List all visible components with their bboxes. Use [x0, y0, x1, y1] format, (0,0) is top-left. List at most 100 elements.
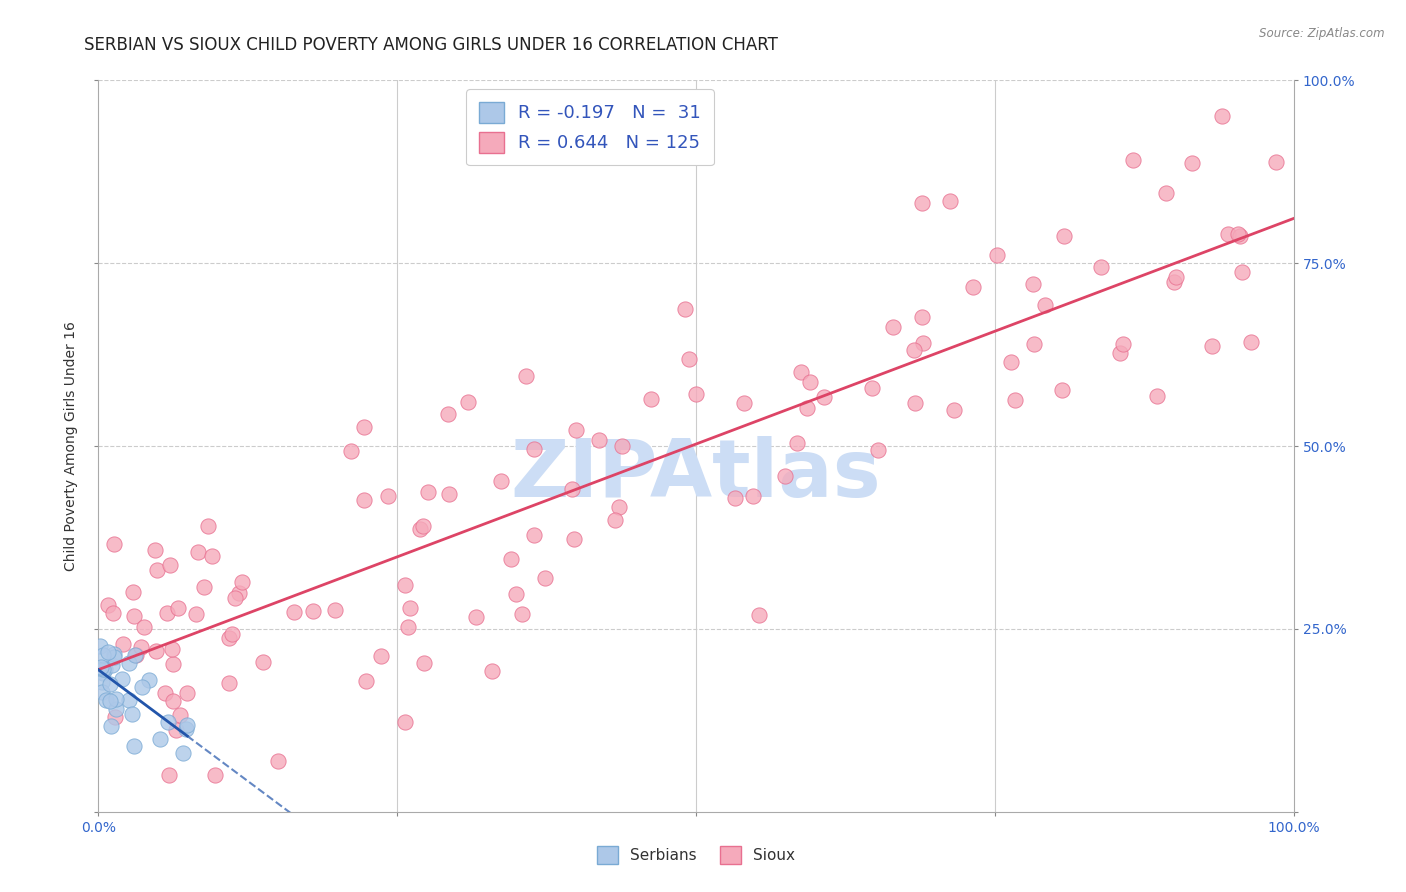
Point — [748, 608, 770, 623]
Point — [437, 486, 460, 500]
Point — [1146, 389, 1168, 403]
Point — [91, 674, 114, 689]
Point — [1022, 277, 1045, 292]
Point — [103, 537, 125, 551]
Point — [176, 722, 198, 736]
Point — [912, 335, 935, 350]
Point — [1156, 186, 1178, 201]
Point — [98, 694, 121, 708]
Point — [153, 686, 176, 700]
Point — [1211, 109, 1233, 123]
Point — [813, 390, 835, 404]
Point — [409, 523, 432, 537]
Point — [339, 443, 361, 458]
Point — [796, 401, 818, 416]
Point — [224, 591, 246, 606]
Point — [221, 626, 243, 640]
Point — [228, 586, 250, 600]
Point — [501, 552, 523, 566]
Point — [416, 485, 439, 500]
Point — [283, 605, 305, 619]
Point — [603, 513, 626, 527]
Point — [437, 407, 460, 421]
Point — [1232, 264, 1254, 278]
Point — [193, 580, 215, 594]
Point — [104, 702, 127, 716]
Point — [91, 648, 114, 662]
Point — [1024, 337, 1046, 351]
Point — [129, 640, 152, 654]
Point — [125, 648, 148, 662]
Point — [90, 660, 112, 674]
Point — [117, 693, 139, 707]
Point — [111, 672, 134, 686]
Point — [1111, 336, 1133, 351]
Point — [167, 600, 190, 615]
Point — [640, 392, 662, 407]
Point — [104, 691, 127, 706]
Point — [534, 571, 557, 585]
Point — [1226, 227, 1249, 241]
Point — [231, 574, 253, 589]
Point — [1181, 156, 1204, 170]
Point — [799, 375, 821, 389]
Point — [733, 396, 755, 410]
Point — [200, 549, 222, 563]
Point — [1004, 393, 1026, 408]
Point — [124, 739, 146, 753]
Point — [186, 607, 208, 622]
Point — [103, 607, 125, 621]
Point — [523, 442, 546, 456]
Point — [399, 601, 422, 615]
Point — [882, 319, 904, 334]
Point — [741, 489, 763, 503]
Point — [157, 768, 180, 782]
Point — [204, 768, 226, 782]
Point — [176, 718, 198, 732]
Legend: Serbians, Sioux: Serbians, Sioux — [591, 840, 801, 870]
Point — [149, 732, 172, 747]
Point — [353, 420, 375, 434]
Point — [515, 369, 537, 384]
Point — [911, 310, 934, 324]
Point — [1050, 383, 1073, 397]
Point — [1229, 228, 1251, 243]
Point — [678, 351, 700, 366]
Point — [354, 673, 377, 688]
Point — [353, 493, 375, 508]
Point — [124, 648, 146, 662]
Point — [156, 714, 179, 729]
Point — [165, 723, 187, 738]
Point — [962, 280, 984, 294]
Point — [122, 608, 145, 623]
Point — [413, 656, 436, 670]
Point — [121, 706, 143, 721]
Point — [1052, 228, 1074, 243]
Point — [562, 533, 585, 547]
Point — [673, 301, 696, 316]
Point — [377, 489, 399, 503]
Point — [612, 439, 634, 453]
Point — [523, 527, 546, 541]
Point — [91, 666, 114, 681]
Point — [396, 619, 419, 633]
Point — [97, 645, 120, 659]
Point — [162, 657, 184, 671]
Point — [172, 746, 194, 760]
Point — [197, 518, 219, 533]
Point — [464, 610, 486, 624]
Point — [457, 395, 479, 409]
Point — [412, 519, 434, 533]
Point — [510, 607, 533, 621]
Text: Source: ZipAtlas.com: Source: ZipAtlas.com — [1260, 27, 1385, 40]
Point — [117, 656, 139, 670]
Point — [100, 719, 122, 733]
Point — [561, 482, 583, 496]
Point — [1201, 339, 1223, 353]
Point — [187, 545, 209, 559]
Point — [943, 403, 966, 417]
Point — [159, 558, 181, 572]
Point — [218, 676, 240, 690]
Point — [986, 248, 1008, 262]
Point — [394, 715, 416, 730]
